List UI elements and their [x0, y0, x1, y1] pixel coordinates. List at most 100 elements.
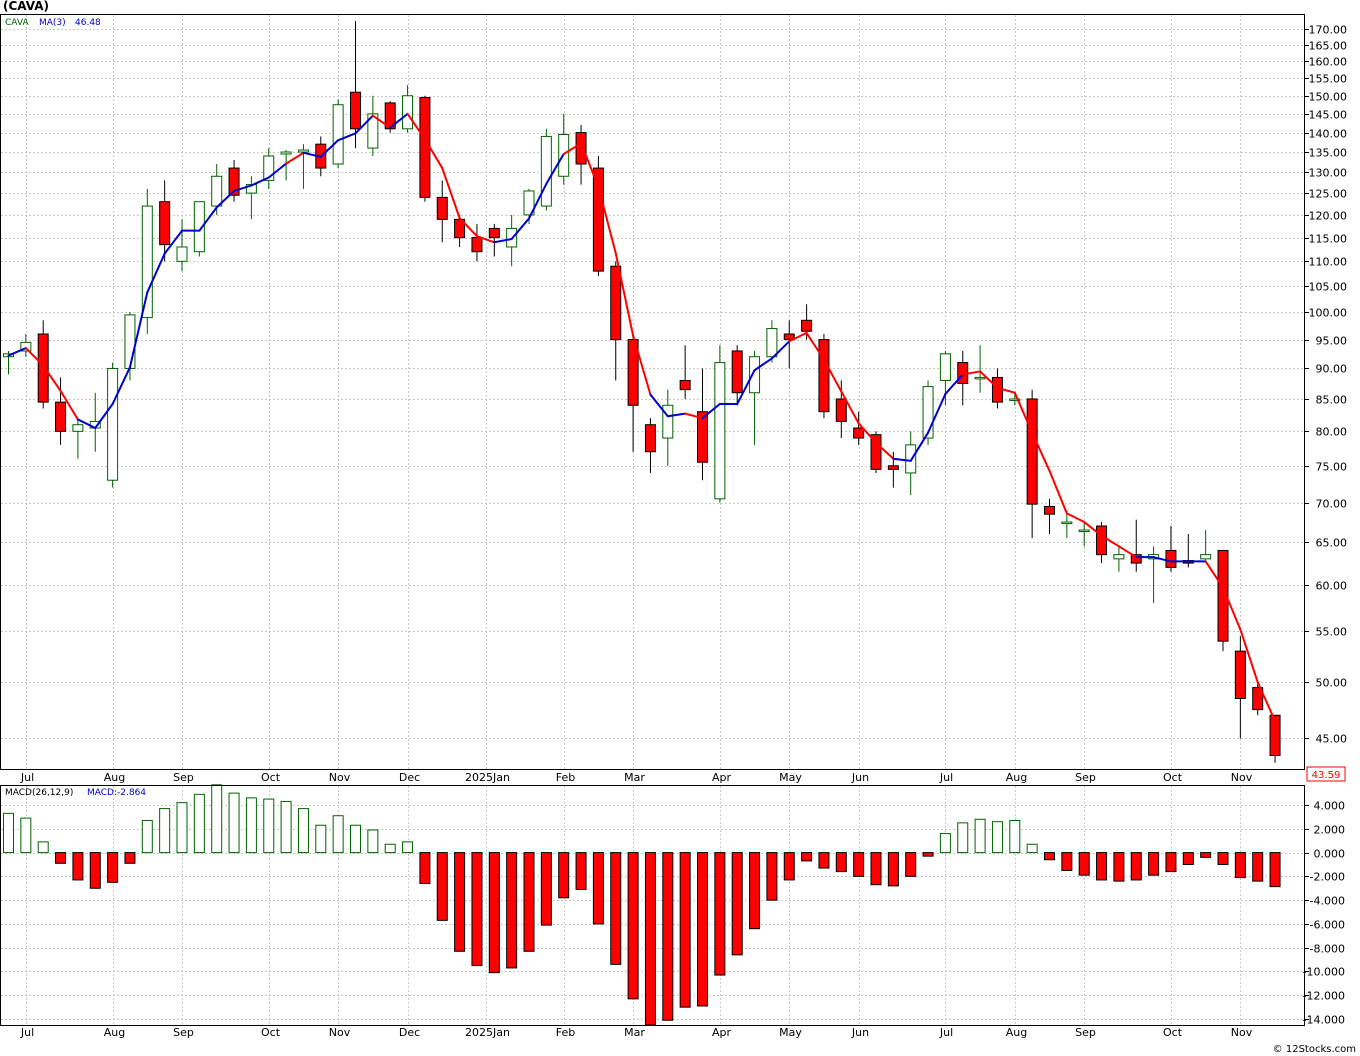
candle-body — [402, 95, 414, 130]
ma-line-segment — [770, 340, 791, 360]
ma-line-segment — [597, 185, 617, 255]
macd-bar — [835, 852, 847, 873]
macd-x-axis: Jul Aug Sep Oct Nov Dec 2025Jan Feb Mar Apr May Jun… — [20, 1026, 1253, 1039]
macd-bar — [818, 852, 830, 869]
candle-body — [835, 398, 847, 422]
candle-body — [384, 102, 396, 130]
ma-line-segment — [337, 132, 357, 142]
macd-y-tick-label: -12.000 — [1303, 990, 1345, 1003]
ma-line-segment — [128, 291, 149, 369]
ma-line-segment — [198, 206, 218, 232]
macd-bar — [991, 821, 1003, 854]
price-x-tick-label: Jul — [20, 771, 34, 784]
ma-line-segment — [285, 151, 305, 165]
macd-bar — [662, 852, 674, 1021]
macd-bar — [402, 841, 414, 854]
candle-body — [575, 132, 587, 165]
macd-bar — [575, 852, 587, 890]
macd-bar — [159, 808, 171, 854]
price-legend-ma-value: 46.48 — [75, 18, 101, 28]
candle-body — [332, 104, 344, 165]
macd-y-tick-label: -6.000 — [1310, 919, 1345, 932]
ma-line-segment — [94, 403, 114, 430]
candle-body — [107, 367, 119, 481]
macd-bar — [974, 818, 986, 854]
price-x-tick-label: Sep — [1075, 771, 1096, 784]
price-x-tick-label: Jul — [939, 771, 953, 784]
ma-line-segment — [927, 392, 947, 434]
price-y-tick-label: 140.00 — [1309, 128, 1348, 141]
ma-line-segment — [1013, 391, 1034, 434]
macd-bar — [3, 812, 14, 854]
ma-line-segment — [875, 441, 895, 460]
price-y-tick-label: 170.00 — [1309, 24, 1348, 37]
candle-body — [1044, 505, 1055, 515]
macd-x-tick-label: Apr — [712, 1026, 732, 1039]
macd-x-tick-label: Oct — [261, 1026, 281, 1039]
candle-body — [1217, 549, 1229, 642]
macd-x-tick-label: Dec — [399, 1026, 420, 1039]
candle-body — [662, 404, 674, 439]
candle-body — [193, 201, 205, 253]
price-x-tick-label: Nov — [329, 771, 351, 784]
ma-line-segment — [319, 139, 340, 158]
macd-x-tick-label: Nov — [329, 1026, 351, 1039]
price-y-tick-label: 110.00 — [1309, 256, 1348, 269]
price-y-tick-label: 160.00 — [1309, 56, 1348, 69]
macd-bar — [1096, 852, 1108, 881]
ma-line-segment — [493, 237, 513, 244]
ma-line-segment — [666, 412, 687, 418]
price-candles — [3, 21, 1281, 763]
macd-bar — [72, 852, 84, 881]
macd-bar — [1165, 852, 1177, 873]
price-x-tick-label: Apr — [712, 771, 732, 784]
price-legend-ma-label: MA(3) — [39, 18, 66, 28]
macd-y-tick-label: 4.000 — [1314, 800, 1346, 813]
ma-line-segment — [163, 229, 183, 255]
macd-legend-value: MACD:-2.864 — [87, 788, 146, 798]
macd-bar — [454, 852, 466, 952]
ma-line-segment — [1083, 521, 1103, 537]
price-x-axis: Jul Aug Sep Oct Nov Dec 2025Jan Feb Mar Apr May Jun… — [20, 771, 1253, 784]
ma-line-segment — [371, 114, 392, 129]
ma-line-segment — [76, 418, 97, 430]
candle-body — [679, 379, 691, 391]
macd-bar — [957, 822, 969, 854]
ma-line-segment — [406, 112, 426, 141]
macd-bar — [1026, 843, 1038, 854]
macd-bar — [1252, 852, 1264, 882]
candle-body — [436, 196, 448, 220]
macd-x-tick-label: Jun — [851, 1026, 869, 1039]
price-x-tick-label: May — [779, 771, 802, 784]
candle-body — [783, 333, 795, 341]
candle-body — [731, 350, 743, 394]
macd-bar — [627, 852, 639, 1000]
ma-line-segment — [302, 151, 322, 158]
macd-bar — [1130, 852, 1142, 881]
ma-line-segment — [580, 142, 600, 188]
candle-body — [644, 424, 656, 453]
price-x-tick-label: Oct — [1163, 771, 1183, 784]
candle-body — [697, 411, 708, 463]
macd-x-tick-label: May — [779, 1026, 802, 1039]
macd-y-tick-label: -4.000 — [1310, 895, 1345, 908]
last-price-box — [1306, 766, 1346, 782]
candle-body — [905, 444, 917, 474]
macd-bar — [783, 852, 795, 881]
price-panel-frame — [0, 14, 1305, 770]
macd-bar — [107, 852, 119, 883]
macd-bar — [853, 852, 865, 877]
ma-line-segment — [59, 389, 79, 421]
ma-line-segment — [528, 182, 548, 220]
macd-bar — [211, 784, 223, 854]
ma-line-segment — [684, 412, 704, 420]
candle-body — [853, 427, 865, 439]
candle-body — [1234, 650, 1246, 700]
macd-panel-frame — [0, 785, 1305, 1026]
macd-y-axis: 4.000 2.000 0.000 -2.000 -4.000 -6.000 -8.000 -… — [1303, 800, 1345, 1027]
ma-line-segment — [840, 390, 860, 425]
macd-legend-label: MACD(26,12,9) — [5, 788, 73, 798]
ma-line-segment — [233, 184, 253, 192]
ma-line-segment — [545, 152, 565, 185]
candle-body — [297, 149, 309, 153]
